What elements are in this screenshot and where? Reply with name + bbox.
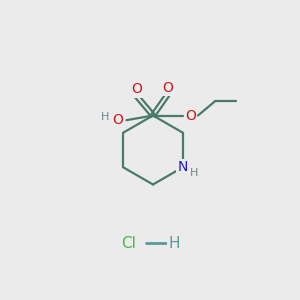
Text: H: H	[101, 112, 110, 122]
Text: Cl: Cl	[122, 236, 136, 250]
Text: O: O	[112, 113, 123, 127]
Text: O: O	[185, 109, 196, 122]
Text: H: H	[168, 236, 180, 250]
Text: N: N	[178, 160, 188, 174]
Text: H: H	[190, 168, 199, 178]
Text: O: O	[131, 82, 142, 96]
Text: O: O	[162, 81, 173, 95]
